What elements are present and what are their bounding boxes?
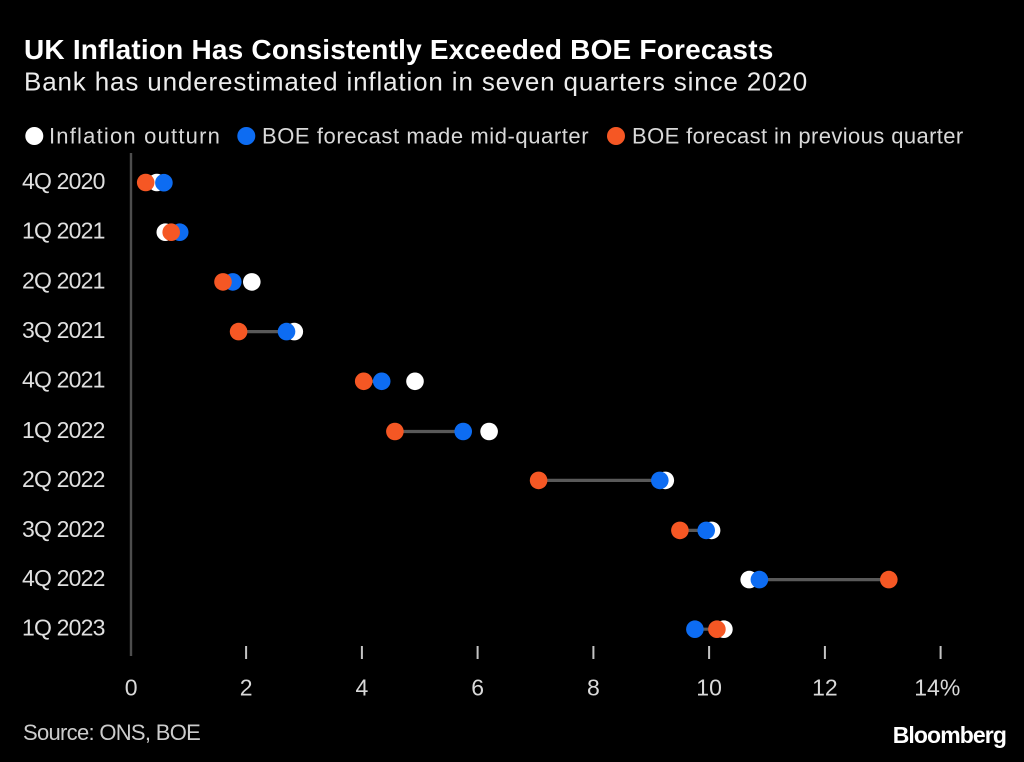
svg-text:Bank has underestimated inflat: Bank has underestimated inflation in sev…: [24, 67, 808, 97]
svg-text:Bloomberg: Bloomberg: [893, 722, 1006, 748]
svg-text:4Q 2021: 4Q 2021: [22, 367, 105, 393]
svg-text:1Q 2021: 1Q 2021: [22, 218, 105, 244]
svg-text:3Q 2021: 3Q 2021: [22, 317, 105, 343]
svg-text:Source: ONS, BOE: Source: ONS, BOE: [23, 720, 200, 745]
svg-text:BOE forecast in previous quart: BOE forecast in previous quarter: [632, 124, 964, 149]
svg-text:2: 2: [240, 674, 253, 700]
svg-text:6: 6: [471, 674, 484, 700]
svg-text:14%: 14%: [914, 674, 960, 700]
svg-text:2Q 2021: 2Q 2021: [22, 267, 105, 293]
svg-text:1Q 2022: 1Q 2022: [22, 417, 105, 443]
svg-text:4Q 2022: 4Q 2022: [22, 565, 105, 591]
svg-text:12: 12: [812, 674, 838, 700]
svg-text:4: 4: [356, 674, 369, 700]
svg-text:3Q 2022: 3Q 2022: [22, 516, 105, 542]
svg-text:10: 10: [696, 674, 722, 700]
svg-text:Inflation outturn: Inflation outturn: [49, 124, 221, 149]
svg-text:BOE forecast made mid-quarter: BOE forecast made mid-quarter: [262, 124, 589, 149]
svg-text:0: 0: [125, 674, 138, 700]
svg-text:2Q 2022: 2Q 2022: [22, 466, 105, 492]
svg-text:1Q 2023: 1Q 2023: [22, 615, 105, 641]
svg-text:4Q 2020: 4Q 2020: [22, 168, 105, 194]
svg-text:8: 8: [587, 674, 600, 700]
svg-text:UK Inflation Has Consistently: UK Inflation Has Consistently Exceeded B…: [24, 34, 774, 65]
